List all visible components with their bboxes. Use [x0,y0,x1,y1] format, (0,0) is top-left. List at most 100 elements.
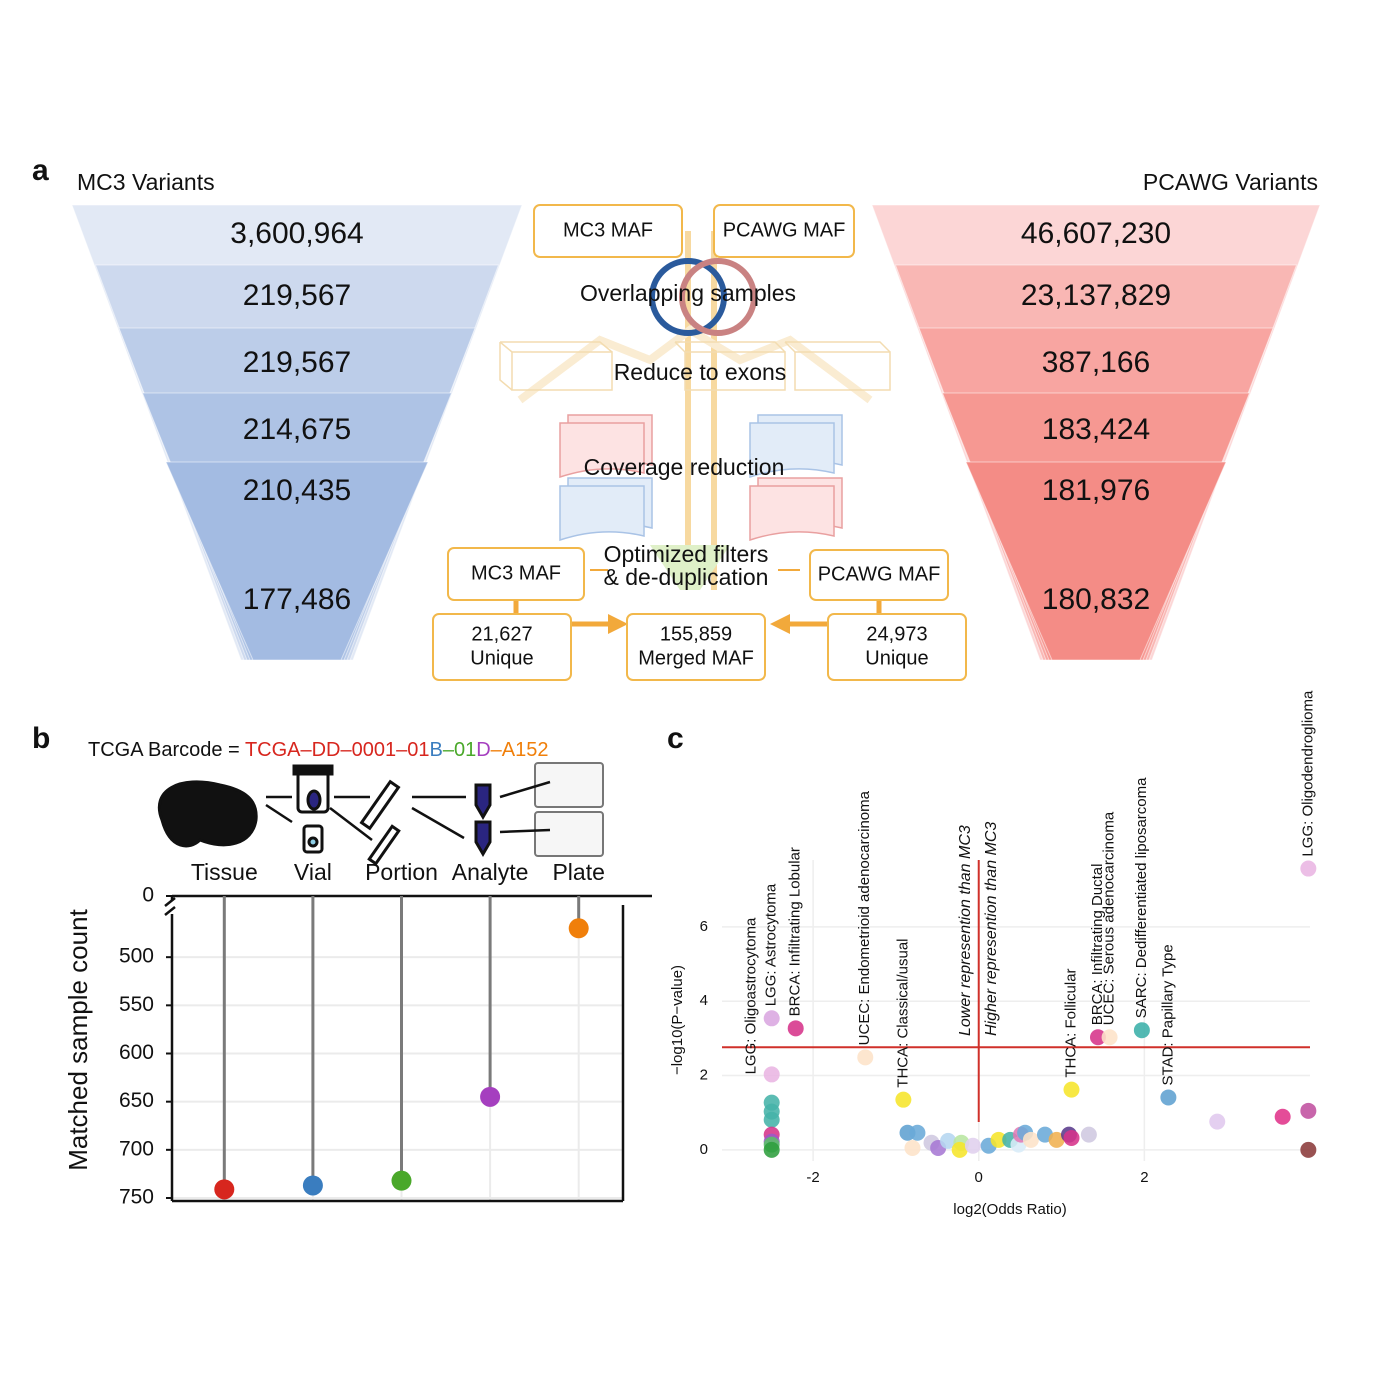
funnel-title: MC3 Variants [77,169,215,195]
step-label: Reduce to exons [614,359,787,385]
x-tick-label: 2 [1140,1169,1148,1186]
scatter-point [951,1141,968,1158]
arrows [513,569,882,627]
y-tick-label: 650 [119,1089,154,1112]
funnel-title: PCAWG Variants [1143,169,1318,195]
lollipop-dot [214,1179,235,1200]
barcode-part: –01 [443,739,476,761]
step-label: Overlapping samples [580,280,796,306]
scatter-point [1089,1029,1106,1046]
venn-circle [649,258,727,336]
maf-box-label: MC3 MAF [563,219,653,241]
y-tick-label: 0 [700,1141,708,1158]
point-label: LGG: Oligoastrocytoma [743,917,760,1074]
y-tick-label: 550 [119,993,154,1016]
category-label: Vial [294,859,332,885]
lollipop-dot [480,1086,501,1107]
venn-circle [679,258,757,336]
result-box [432,613,572,681]
scatter-point [1300,860,1317,877]
scatter-point [909,1124,926,1141]
lollipop-dot [391,1170,412,1191]
scatter-point [763,1111,780,1128]
point-label: LGG: Oligodendroglioma [1299,690,1316,857]
maf-box-label: PCAWG MAF [818,563,941,585]
panel-label: b [32,722,50,755]
category-label: Tissue [191,859,258,885]
scatter-point [1133,1022,1150,1039]
scatter-point [763,1066,780,1083]
point-label: LGG: Astrocytoma [763,883,780,1006]
variant-count: 46,607,230 [1021,217,1171,250]
maf-box [447,547,585,601]
y-tick-label: 600 [119,1041,154,1064]
result-box [827,613,967,681]
variant-count: 219,567 [243,346,351,379]
step-label: Coverage reduction [584,454,785,480]
tissue-icon [157,780,258,848]
result-label: Merged MAF [638,647,754,669]
scatter-point [1048,1131,1065,1148]
variant-count: 219,567 [243,279,351,312]
barcode-part: D [476,739,490,761]
scatter-point [964,1137,981,1154]
y-tick-label: 2 [700,1066,708,1083]
maf-box [809,549,949,601]
result-count: 21,627 [471,623,532,645]
annotation: Higher represention than MC3 [983,822,1000,1036]
axis-break [164,897,176,916]
x-axis-label: log2(Odds Ratio) [953,1201,1066,1218]
y-axis-label: Matched sample count [63,908,93,1170]
variant-count: 177,486 [243,583,351,616]
y-tick-label: 6 [700,918,708,935]
barcode-title: TCGA Barcode = [88,739,245,761]
panel-label: c [667,722,684,755]
plate-icon [534,762,604,808]
scatter-point [940,1132,957,1149]
scatter-point [1063,1081,1080,1098]
step-label: Optimized filters [604,541,769,567]
scatter-point [1300,1141,1317,1158]
point-label: SARC: Dedifferentiated liposarcoma [1133,777,1150,1018]
point-label: BRCA: Infiltrating Ductal [1089,864,1106,1026]
result-label: Unique [865,647,928,669]
point-label: THCA: Follicular [1062,968,1079,1077]
funnel-tier [165,461,429,661]
variant-count: 387,166 [1042,346,1150,379]
exon-boxes [499,341,891,391]
point-label: THCA: Classical/usual [894,938,911,1087]
scatter-point [787,1020,804,1037]
x-tick-label: -2 [806,1169,819,1186]
result-label: Unique [470,647,533,669]
variant-count: 23,137,829 [1021,279,1171,312]
variant-count: 183,424 [1042,413,1150,446]
scatter-point [904,1139,921,1156]
point-label: STAD: Papillary Type [1159,944,1176,1085]
maf-box-label: MC3 MAF [471,562,561,584]
scatter-point [1022,1131,1039,1148]
filter-funnel [650,545,730,590]
maf-box [533,204,683,258]
scatter-point [763,1141,780,1158]
scatter-point [1300,1102,1317,1119]
scatter-point [1209,1113,1226,1130]
maf-box [713,204,855,258]
variant-count: 181,976 [1042,474,1150,507]
y-axis-label: −log10(P−value) [669,965,686,1075]
barcode-part: TCGA–DD–0001–01 [245,739,430,761]
panel-a-decor [499,231,891,634]
point-label: UCEC: Serous adenocarcinoma [1101,811,1118,1025]
x-tick-label: 0 [975,1169,983,1186]
variant-count: 3,600,964 [230,217,363,250]
annotation: Lower represention than MC3 [957,825,974,1036]
lollipop-dot [568,918,589,939]
variant-count: 214,675 [243,413,351,446]
scatter-point [857,1049,874,1066]
panel-b-icons [157,762,604,866]
barcode-part: –A152 [491,739,549,761]
funnel-tier [965,461,1227,661]
scatter-point [895,1091,912,1108]
scatter-point [1274,1108,1291,1125]
barcode: TCGA Barcode = TCGA–DD–0001–01B–01D–A152 [88,739,549,761]
